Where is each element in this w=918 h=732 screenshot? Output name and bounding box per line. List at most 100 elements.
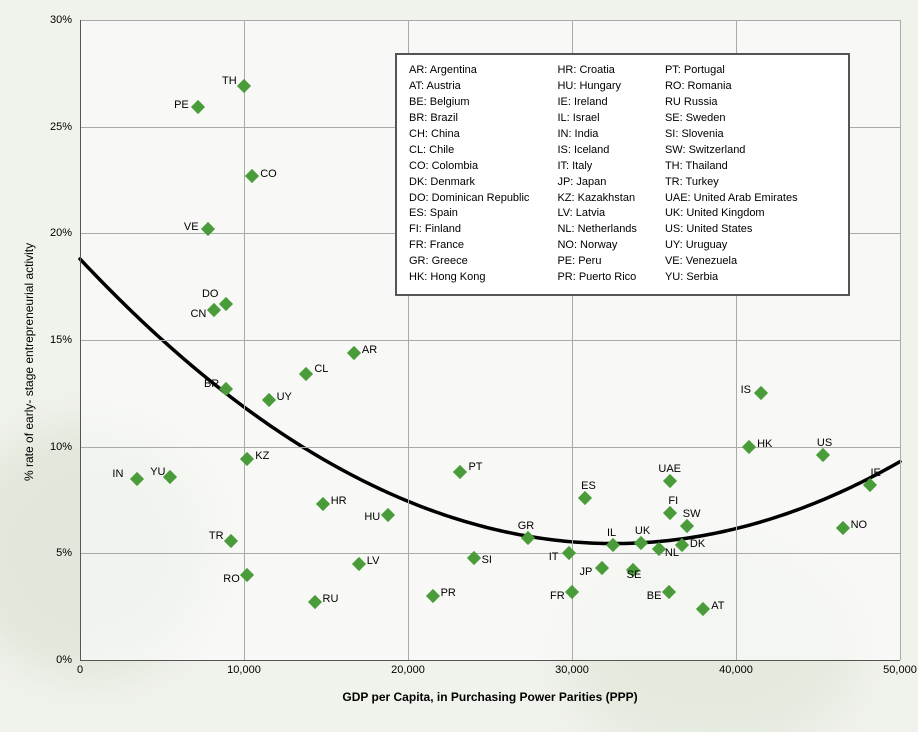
legend-entry: CO: Colombia [409,159,529,175]
data-point-label: JP [580,566,593,578]
legend-entry: ES: Spain [409,206,529,222]
legend-entry: HU: Hungary [557,79,637,95]
legend-entry: PR: Puerto Rico [557,270,637,286]
data-point-label: HU [364,511,380,523]
legend-entry: KZ: Kazakhstan [557,191,637,207]
gridline-h [80,20,900,21]
data-point-label: FR [550,590,565,602]
data-point-label: PE [174,99,189,111]
data-point-label: BE [647,590,662,602]
legend-entry: SW: Switzerland [665,143,798,159]
data-point-label: ES [581,480,596,492]
data-point-label: DO [202,288,219,300]
data-point-label: RO [223,573,240,585]
y-tick-label: 20% [32,227,72,239]
legend-entry: CL: Chile [409,143,529,159]
legend-entry: IL: Israel [557,111,637,127]
legend-entry: YU: Serbia [665,270,798,286]
legend-box: AR: ArgentinaAT: AustriaBE: BelgiumBR: B… [395,53,850,296]
data-point-label: AT [711,600,724,612]
legend-entry: IS: Iceland [557,143,637,159]
x-tick-label: 30,000 [555,664,589,676]
legend-entry: CH: China [409,127,529,143]
legend-entry: PE: Peru [557,254,637,270]
legend-entry: BR: Brazil [409,111,529,127]
y-tick-label: 10% [32,441,72,453]
legend-entry: VE: Venezuela [665,254,798,270]
legend-entry: US: United States [665,222,798,238]
x-tick-label: 10,000 [227,664,261,676]
legend-entry: SE: Sweden [665,111,798,127]
data-point-label: UAE [658,463,681,475]
data-point-label: CL [314,363,328,375]
legend-entry: RU Russia [665,95,798,111]
data-point-label: SE [627,569,642,581]
data-point-label: YU [150,466,165,478]
legend-entry: NL: Netherlands [557,222,637,238]
legend-entry: UAE: United Arab Emirates [665,191,798,207]
y-tick-label: 30% [32,14,72,26]
data-point-label: IT [549,551,559,563]
scatter-chart: INYUPEVECNDOBRTHCOTRROKZUYCLRUHRARLVHUPR… [0,0,918,732]
legend-entry: HR: Croatia [557,63,637,79]
legend-entry: RO: Romania [665,79,798,95]
data-point-label: FI [668,495,678,507]
legend-column: PT: PortugalRO: RomaniaRU RussiaSE: Swed… [665,63,798,286]
legend-entry: AR: Argentina [409,63,529,79]
data-point-label: CO [260,168,277,180]
data-point-label: SW [683,508,701,520]
legend-column: AR: ArgentinaAT: AustriaBE: BelgiumBR: B… [409,63,529,286]
y-tick-label: 5% [32,547,72,559]
data-point-label: IN [112,468,123,480]
legend-entry: GR: Greece [409,254,529,270]
legend-entry: TH: Thailand [665,159,798,175]
legend-entry: PT: Portugal [665,63,798,79]
data-point-label: KZ [255,450,269,462]
legend-entry: IE: Ireland [557,95,637,111]
legend-column: HR: CroatiaHU: HungaryIE: IrelandIL: Isr… [557,63,637,286]
data-point-label: IL [607,527,616,539]
x-tick-label: 40,000 [719,664,753,676]
legend-entry: DO: Dominican Republic [409,191,529,207]
legend-entry: NO: Norway [557,238,637,254]
data-point-label: VE [184,221,199,233]
data-point-label: DK [690,538,705,550]
gridline-v [244,20,245,660]
data-point-label: GR [518,520,535,532]
gridline-v [900,20,901,660]
data-point-label: HK [757,438,772,450]
legend-entry: BE: Belgium [409,95,529,111]
legend-entry: UK: United Kingdom [665,206,798,222]
data-point-label: CN [190,308,206,320]
y-tick-label: 25% [32,121,72,133]
x-tick-label: 20,000 [391,664,425,676]
data-point-label: AR [362,344,377,356]
data-point-label: SI [482,554,492,566]
x-axis-line [80,660,900,661]
data-point-label: US [817,437,832,449]
data-point-label: RU [323,593,339,605]
data-point-label: HR [331,495,347,507]
data-point-label: UY [277,391,292,403]
y-tick-label: 15% [32,334,72,346]
data-point-label: PT [468,461,482,473]
x-axis-title: GDP per Capita, in Purchasing Power Pari… [80,690,900,704]
legend-entry: IN: India [557,127,637,143]
x-tick-label: 50,000 [883,664,917,676]
y-axis-line [80,20,81,660]
legend-entry: LV: Latvia [557,206,637,222]
data-point-label: LV [367,555,380,567]
data-point-label: TR [209,530,224,542]
x-tick-label: 0 [77,664,83,676]
legend-entry: FI: Finland [409,222,529,238]
data-point-label: IS [741,384,751,396]
legend-entry: UY: Uruguay [665,238,798,254]
data-point-label: IE [870,467,880,479]
legend-entry: JP: Japan [557,175,637,191]
legend-entry: DK: Denmark [409,175,529,191]
legend-entry: TR: Turkey [665,175,798,191]
data-point-label: NO [851,519,868,531]
y-tick-label: 0% [32,654,72,666]
gridline-h [80,340,900,341]
legend-entry: FR: France [409,238,529,254]
